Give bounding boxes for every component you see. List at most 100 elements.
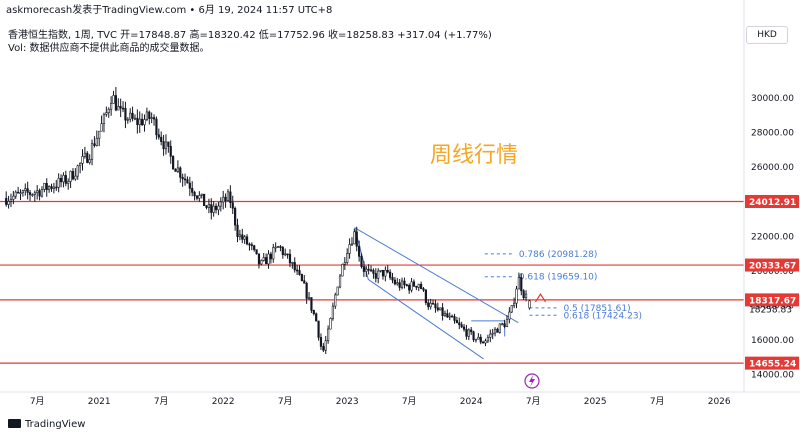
candle-body xyxy=(508,311,511,320)
candle-body xyxy=(350,243,354,246)
candle-body xyxy=(226,191,230,201)
candle-body xyxy=(317,320,320,338)
candle-body xyxy=(443,313,447,316)
level-tag xyxy=(745,356,799,370)
candle-body xyxy=(102,114,106,124)
candle-body xyxy=(410,281,413,291)
candle-body xyxy=(143,119,146,126)
candle-body xyxy=(74,175,77,180)
candle-body xyxy=(50,186,53,189)
candle-body xyxy=(241,234,244,240)
candle-body xyxy=(167,141,170,147)
chart-annotation: 周线行情 xyxy=(430,143,518,168)
candle-body xyxy=(286,253,289,256)
price-tick-label: 14000.00 xyxy=(751,370,794,380)
candle-body xyxy=(329,318,332,330)
logo-text: TradingView xyxy=(25,419,86,430)
candle-body xyxy=(86,152,89,163)
time-tick-label: 7月 xyxy=(278,396,293,407)
candle-body xyxy=(174,168,177,172)
candle-body xyxy=(160,136,163,142)
candle-body xyxy=(400,280,404,288)
symbol-legend: 香港恒生指数, 1周, TVC 开=17848.87 高=18320.42 低=… xyxy=(8,30,492,41)
fib-levels: 0.786 (20981.28) 0.618 (19659.10) 0.5 (178… xyxy=(484,250,642,321)
candle-body xyxy=(7,201,10,205)
candle-body xyxy=(482,341,485,344)
candle-body xyxy=(493,328,497,334)
time-tick-label: 7月 xyxy=(30,396,45,407)
candle-body xyxy=(486,337,489,342)
candle-body xyxy=(365,268,368,272)
candle-body xyxy=(334,294,337,307)
candle-body xyxy=(360,256,363,267)
candle-body xyxy=(281,247,284,255)
candle-body xyxy=(272,247,275,260)
candle-body xyxy=(148,111,151,119)
candle-body xyxy=(98,130,101,139)
currency-button[interactable]: HKD xyxy=(746,26,788,44)
candle-body xyxy=(405,284,408,287)
candle-body xyxy=(462,326,466,330)
candle-body xyxy=(231,202,234,209)
last-price-label: 18258.83 xyxy=(749,305,792,315)
candle-body xyxy=(64,175,67,184)
candle-body xyxy=(93,143,96,146)
time-tick-label: 7月 xyxy=(154,396,169,407)
trend-channel xyxy=(354,227,519,360)
candle-body xyxy=(176,167,179,172)
candle-body xyxy=(183,178,187,181)
candle-body xyxy=(262,257,265,261)
fib-label: 0.5 (17851.61) xyxy=(563,304,630,314)
candle-body xyxy=(327,328,330,342)
tradingview-logo[interactable]: TradingView xyxy=(8,419,85,430)
candle-body xyxy=(21,190,24,194)
candle-body xyxy=(377,270,380,279)
level-tag xyxy=(745,293,799,307)
candle-body xyxy=(38,190,41,197)
price-tick-label: 20000.00 xyxy=(751,267,794,277)
candle-body xyxy=(458,322,461,325)
candle-body xyxy=(26,188,29,193)
candle-body xyxy=(250,244,253,246)
candle-body xyxy=(243,236,246,240)
candle-body xyxy=(455,320,458,324)
level-tag-label: 24012.91 xyxy=(749,198,796,208)
price-tags: 24012.91 20333.67 18317.67 14655.24 18258.83 xyxy=(745,195,799,370)
candle-body xyxy=(200,193,203,196)
candle-body xyxy=(71,171,75,180)
candle-body xyxy=(479,336,482,343)
candle-body xyxy=(195,195,199,199)
candle-body xyxy=(427,302,430,308)
candle-body xyxy=(141,118,144,126)
candle-body xyxy=(439,307,442,311)
candle-body xyxy=(131,112,134,119)
time-tick-label: 2026 xyxy=(708,397,731,407)
candle-body xyxy=(474,338,478,341)
candle-body xyxy=(372,270,375,274)
candle-body xyxy=(274,246,277,249)
candle-body xyxy=(217,205,220,211)
candle-body xyxy=(420,283,423,289)
candle-body xyxy=(112,95,115,104)
candle-body xyxy=(224,196,227,201)
candle-body xyxy=(236,224,239,237)
candle-body xyxy=(436,307,439,311)
candle-body xyxy=(222,196,225,203)
price-axis: 14000.0016000.0018000.0020000.0022000.00… xyxy=(0,0,800,393)
candle-body xyxy=(398,282,401,288)
flash-icon[interactable] xyxy=(524,373,540,389)
candle-body xyxy=(276,246,280,248)
candle-body xyxy=(291,262,294,264)
candle-body xyxy=(446,313,449,318)
candle-body xyxy=(136,117,139,126)
candle-body xyxy=(191,188,194,193)
candle-body xyxy=(412,281,416,287)
candle-body xyxy=(503,323,506,328)
candle-body xyxy=(110,103,113,110)
candle-body xyxy=(81,156,84,164)
candle-body xyxy=(45,183,48,190)
level-tag xyxy=(745,195,799,209)
candle-body xyxy=(12,195,15,200)
time-tick-label: 2023 xyxy=(336,397,359,407)
